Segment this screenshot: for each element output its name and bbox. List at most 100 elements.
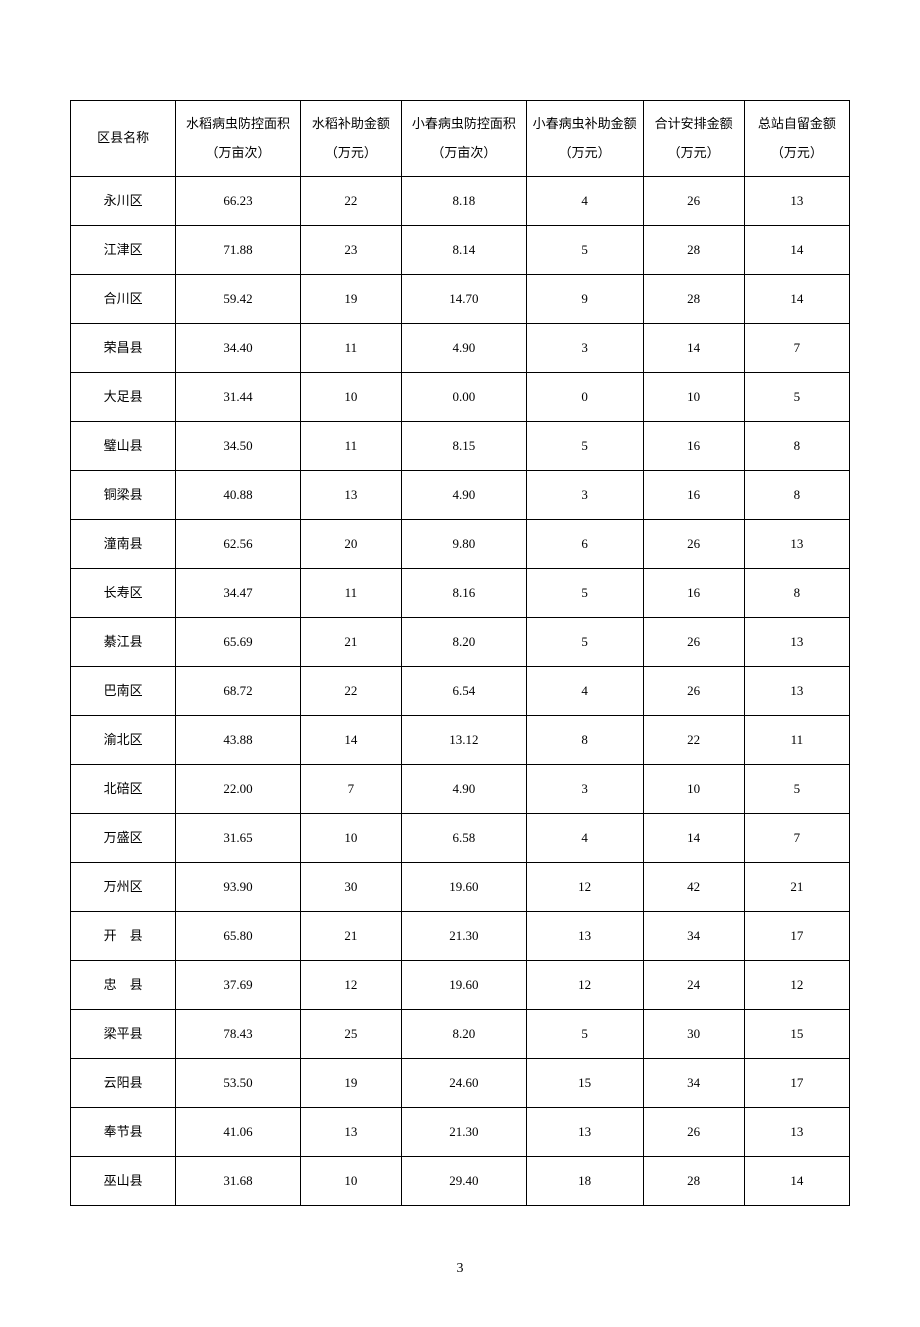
table-row: 綦江县65.69218.2052613: [71, 618, 850, 667]
table-cell: 78.43: [176, 1010, 301, 1059]
table-cell: 12: [526, 961, 643, 1010]
table-row: 渝北区43.881413.1282211: [71, 716, 850, 765]
table-cell: 14.70: [402, 275, 527, 324]
table-cell: 30: [643, 1010, 744, 1059]
table-cell: 4: [526, 177, 643, 226]
table-cell: 40.88: [176, 471, 301, 520]
table-cell: 大足县: [71, 373, 176, 422]
table-cell: 5: [526, 226, 643, 275]
table-cell: 4.90: [402, 324, 527, 373]
table-cell: 合川区: [71, 275, 176, 324]
table-cell: 42: [643, 863, 744, 912]
table-cell: 22: [300, 667, 401, 716]
table-cell: 5: [526, 618, 643, 667]
table-cell: 14: [744, 226, 849, 275]
table-cell: 江津区: [71, 226, 176, 275]
table-cell: 13: [744, 177, 849, 226]
table-cell: 28: [643, 275, 744, 324]
table-cell: 7: [744, 324, 849, 373]
table-cell: 22.00: [176, 765, 301, 814]
table-cell: 13: [300, 471, 401, 520]
table-cell: 31.65: [176, 814, 301, 863]
table-cell: 65.80: [176, 912, 301, 961]
table-cell: 万州区: [71, 863, 176, 912]
col-header-total: 合计安排金额（万元）: [643, 101, 744, 177]
table-cell: 13: [744, 1108, 849, 1157]
table-cell: 13.12: [402, 716, 527, 765]
page-number: 3: [70, 1261, 850, 1277]
table-cell: 4.90: [402, 765, 527, 814]
table-cell: 37.69: [176, 961, 301, 1010]
table-cell: 7: [744, 814, 849, 863]
table-cell: 綦江县: [71, 618, 176, 667]
table-cell: 16: [643, 569, 744, 618]
table-cell: 15: [526, 1059, 643, 1108]
table-cell: 10: [300, 373, 401, 422]
table-row: 万盛区31.65106.584147: [71, 814, 850, 863]
table-cell: 铜梁县: [71, 471, 176, 520]
table-cell: 荣昌县: [71, 324, 176, 373]
table-cell: 8.16: [402, 569, 527, 618]
table-body: 永川区66.23228.1842613江津区71.88238.1452814合川…: [71, 177, 850, 1206]
data-table: 区县名称 水稻病虫防控面积（万亩次） 水稻补助金额（万元） 小春病虫防控面积（万…: [70, 100, 850, 1206]
table-cell: 8.20: [402, 1010, 527, 1059]
table-cell: 18: [526, 1157, 643, 1206]
table-cell: 9: [526, 275, 643, 324]
table-cell: 5: [526, 422, 643, 471]
table-row: 永川区66.23228.1842613: [71, 177, 850, 226]
table-cell: 10: [300, 814, 401, 863]
table-cell: 17: [744, 912, 849, 961]
table-cell: 14: [300, 716, 401, 765]
table-cell: 13: [300, 1108, 401, 1157]
table-cell: 8.20: [402, 618, 527, 667]
col-header-rice-area: 水稻病虫防控面积（万亩次）: [176, 101, 301, 177]
table-cell: 19: [300, 1059, 401, 1108]
table-cell: 8.14: [402, 226, 527, 275]
table-cell: 3: [526, 765, 643, 814]
table-cell: 9.80: [402, 520, 527, 569]
table-cell: 21: [300, 912, 401, 961]
table-cell: 13: [744, 618, 849, 667]
table-cell: 43.88: [176, 716, 301, 765]
table-cell: 8.15: [402, 422, 527, 471]
table-cell: 31.68: [176, 1157, 301, 1206]
table-row: 梁平县78.43258.2053015: [71, 1010, 850, 1059]
table-cell: 开 县: [71, 912, 176, 961]
table-cell: 10: [643, 373, 744, 422]
table-cell: 8: [744, 569, 849, 618]
table-cell: 14: [744, 1157, 849, 1206]
table-row: 合川区59.421914.7092814: [71, 275, 850, 324]
table-cell: 22: [300, 177, 401, 226]
table-cell: 11: [744, 716, 849, 765]
table-cell: 8.18: [402, 177, 527, 226]
table-cell: 8: [744, 422, 849, 471]
table-cell: 19.60: [402, 863, 527, 912]
col-header-reserve: 总站自留金额（万元）: [744, 101, 849, 177]
table-cell: 奉节县: [71, 1108, 176, 1157]
table-cell: 13: [526, 1108, 643, 1157]
table-cell: 34.47: [176, 569, 301, 618]
table-cell: 22: [643, 716, 744, 765]
col-header-rice-subsidy: 水稻补助金额（万元）: [300, 101, 401, 177]
table-cell: 4.90: [402, 471, 527, 520]
table-cell: 19: [300, 275, 401, 324]
table-row: 长寿区34.47118.165168: [71, 569, 850, 618]
table-cell: 15: [744, 1010, 849, 1059]
table-cell: 5: [744, 373, 849, 422]
table-cell: 26: [643, 1108, 744, 1157]
table-cell: 24.60: [402, 1059, 527, 1108]
table-cell: 6.58: [402, 814, 527, 863]
table-cell: 长寿区: [71, 569, 176, 618]
table-cell: 16: [643, 471, 744, 520]
table-cell: 31.44: [176, 373, 301, 422]
table-cell: 21: [744, 863, 849, 912]
table-cell: 12: [744, 961, 849, 1010]
table-cell: 12: [300, 961, 401, 1010]
table-cell: 14: [643, 814, 744, 863]
table-cell: 梁平县: [71, 1010, 176, 1059]
table-cell: 8: [744, 471, 849, 520]
header-row: 区县名称 水稻病虫防控面积（万亩次） 水稻补助金额（万元） 小春病虫防控面积（万…: [71, 101, 850, 177]
table-row: 万州区93.903019.60124221: [71, 863, 850, 912]
table-row: 江津区71.88238.1452814: [71, 226, 850, 275]
table-cell: 13: [744, 520, 849, 569]
